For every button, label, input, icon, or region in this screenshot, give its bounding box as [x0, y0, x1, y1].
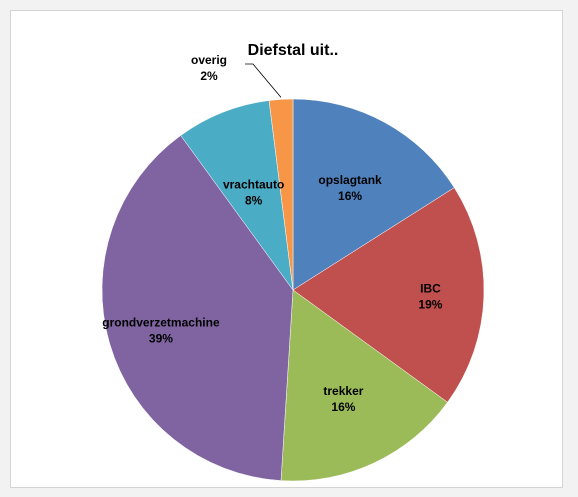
pie-slice-vrachtauto — [180, 100, 294, 291]
slice-percent: 39% — [149, 331, 173, 345]
slice-percent: 16% — [331, 400, 355, 414]
slice-name: IBC — [420, 281, 441, 295]
pie-slice-trekker — [280, 289, 448, 482]
slice-label-trekker: trekker 16% — [323, 384, 363, 414]
pie-slice-grondverzetmachine — [101, 135, 294, 481]
slice-name: vrachtauto — [223, 178, 284, 192]
pie-labels: opslagtank 16% IBC 19% trekker 16% grondverzet… — [102, 53, 443, 414]
slice-label-vrachtauto: vrachtauto 8% — [223, 178, 284, 208]
slice-percent: 16% — [338, 189, 362, 203]
pie-slice-opslagtank — [292, 98, 455, 291]
slice-percent: 2% — [200, 69, 218, 83]
chart-frame: Diefstal uit.. opslagtank 16% IBC 19% trekke… — [10, 10, 563, 488]
pie-slice-overig — [268, 98, 294, 291]
chart-title: Diefstal uit.. — [248, 42, 339, 59]
leader-line-overig — [245, 63, 282, 98]
slice-name: trekker — [323, 384, 363, 398]
slice-label-overig: overig 2% — [191, 53, 227, 83]
slice-name: grondverzetmachine — [102, 315, 220, 329]
pie-slices — [101, 98, 485, 482]
pie-chart: Diefstal uit.. opslagtank 16% IBC 19% trekke… — [101, 42, 485, 482]
slice-percent: 19% — [418, 297, 442, 311]
slice-percent: 8% — [245, 194, 263, 208]
slice-name: opslagtank — [318, 173, 382, 187]
slice-label-grondverzetmachine: grondverzetmachine 39% — [102, 315, 220, 345]
pie-slice-IBC — [292, 187, 485, 403]
slice-name: overig — [191, 53, 227, 67]
slice-label-opslagtank: opslagtank 16% — [318, 173, 382, 203]
slice-label-IBC: IBC 19% — [418, 281, 442, 311]
